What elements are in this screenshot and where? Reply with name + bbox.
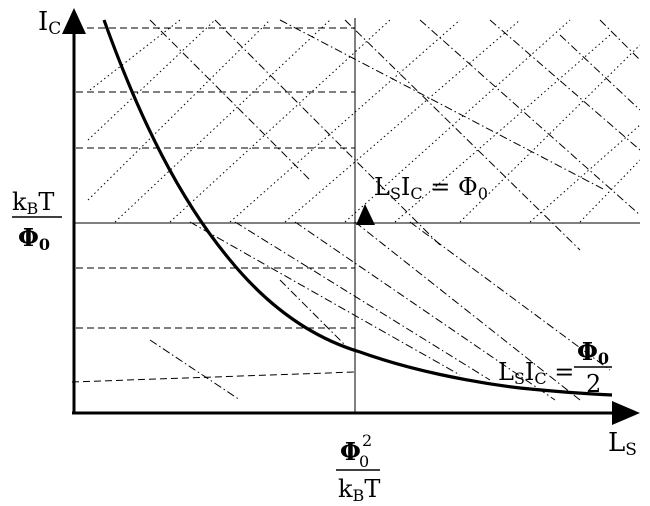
annotation-upper: LSIC = Φ0 [374, 173, 488, 203]
critical-curve [102, 19, 613, 397]
svg-text:Φ: Φ [340, 437, 361, 466]
svg-text:kBT: kBT [12, 188, 54, 218]
dashed-levels [71, 27, 356, 383]
dashdot-hatching [149, 19, 640, 401]
svg-text:LSIC =: LSIC = [498, 358, 574, 388]
dotted-hatching [87, 19, 640, 223]
x-axis-arrow-icon [612, 401, 640, 425]
y-axis-label: IC [38, 7, 61, 39]
annotation-lower: LSIC = Φ0 2 [498, 337, 612, 398]
x-axis-label: LS [608, 428, 637, 460]
annotation-arrow-icon [356, 204, 375, 225]
y-axis-arrow-icon [62, 8, 86, 34]
svg-text:Φ0: Φ0 [18, 223, 50, 254]
svg-text:0: 0 [359, 452, 369, 471]
x-marker-fraction: Φ 0 2 kBT [336, 431, 380, 505]
svg-text:kBT: kBT [338, 475, 380, 505]
y-marker-fraction: kBT Φ0 [12, 188, 62, 254]
svg-text:2: 2 [362, 431, 372, 450]
svg-text:2: 2 [586, 370, 601, 398]
svg-text:Φ0: Φ0 [577, 337, 609, 368]
